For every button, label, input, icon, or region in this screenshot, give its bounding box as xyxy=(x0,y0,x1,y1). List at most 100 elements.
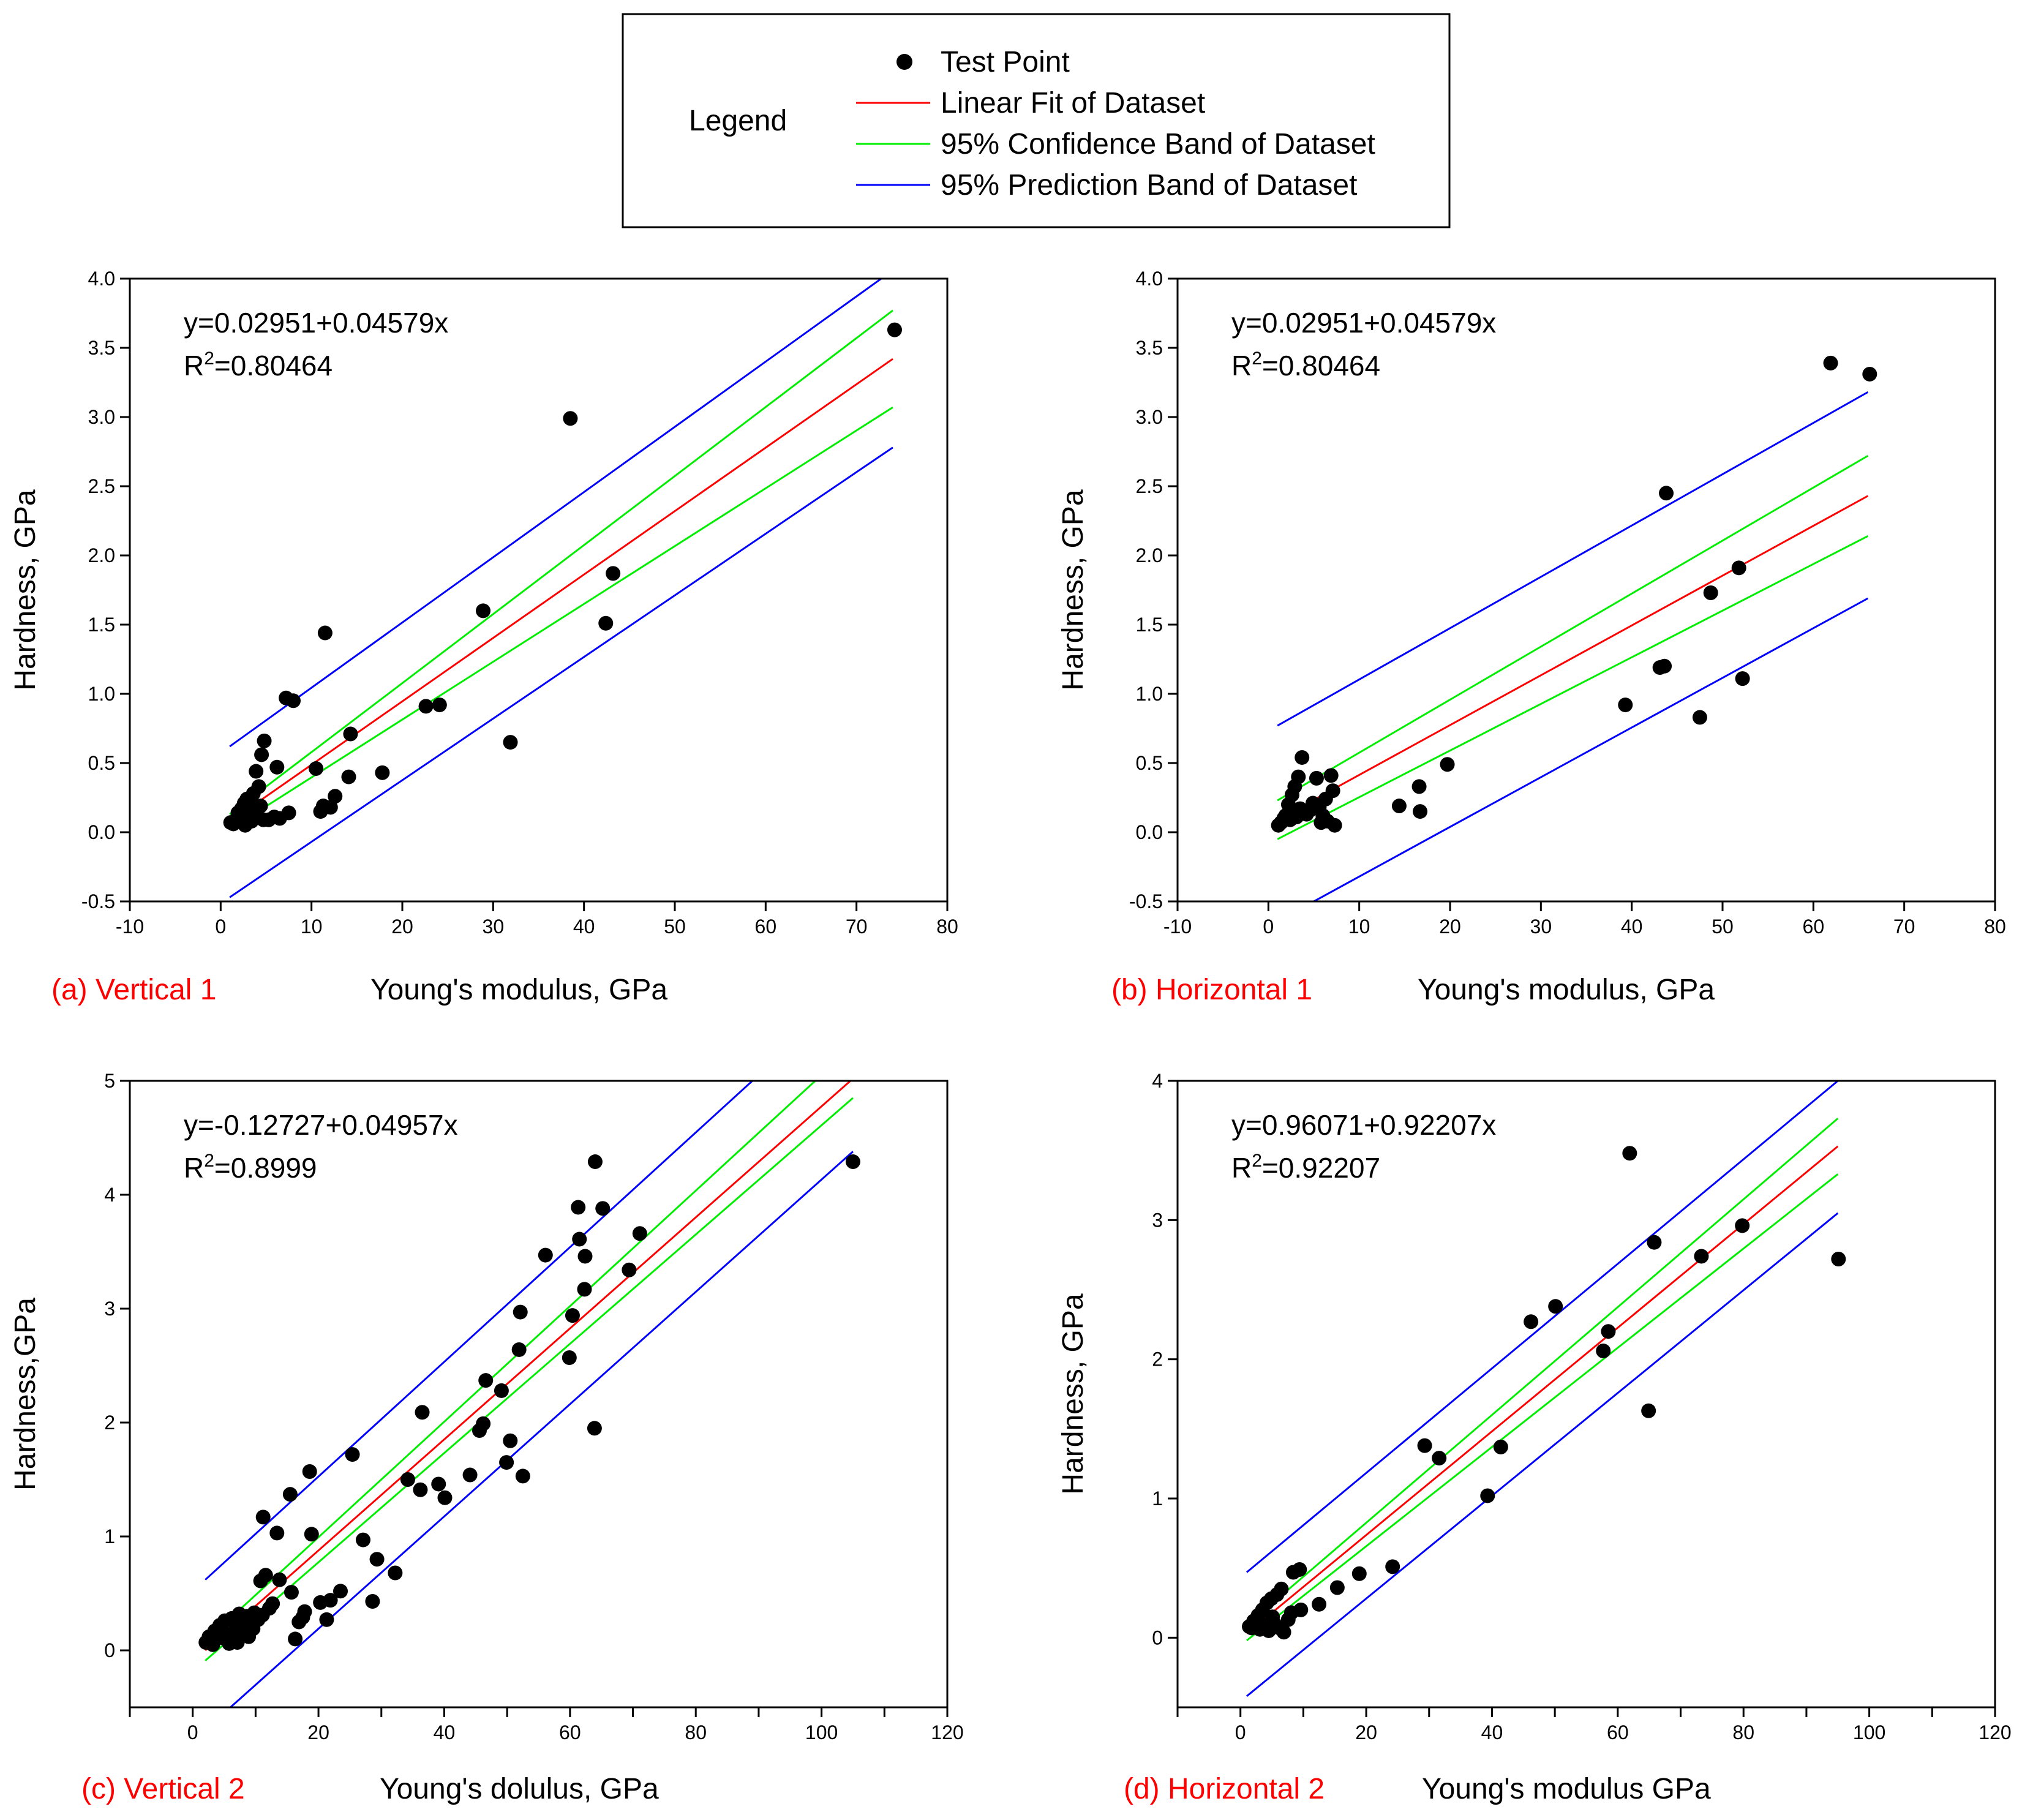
test-point xyxy=(1276,811,1291,826)
test-point xyxy=(511,1342,527,1357)
x-tick-label: 50 xyxy=(1712,916,1734,938)
y-tick-label: -0.5 xyxy=(81,890,115,912)
fit-equation: y=0.96071+0.92207x xyxy=(1231,1109,1496,1141)
test-point xyxy=(1692,710,1707,725)
prediction-band-lower xyxy=(1246,1212,1839,1697)
prediction-band-lower xyxy=(1313,597,1869,901)
test-point xyxy=(632,1226,647,1241)
x-tick-label: 70 xyxy=(846,916,868,938)
test-point xyxy=(255,1608,270,1623)
confidence-band-upper xyxy=(1246,1118,1839,1626)
y-tick-label: 2.5 xyxy=(88,475,115,497)
x-tick-label: 60 xyxy=(1607,1721,1629,1743)
test-point xyxy=(577,1282,592,1297)
test-point xyxy=(587,1154,603,1170)
y-tick-label: 4.0 xyxy=(88,268,115,290)
x-tick-label: 10 xyxy=(1348,916,1370,938)
y-tick-label: 3.0 xyxy=(88,406,115,428)
y-tick-label: 1.5 xyxy=(88,614,115,636)
prediction-band-upper xyxy=(1277,391,1869,727)
y-tick-label: 4.0 xyxy=(1136,268,1163,290)
y-tick-label: 0.5 xyxy=(88,752,115,774)
test-point xyxy=(295,1610,310,1625)
test-point xyxy=(499,1455,514,1470)
test-point xyxy=(284,1585,299,1600)
x-tick-label: 0 xyxy=(187,1721,198,1743)
prediction-band-upper xyxy=(229,279,883,748)
test-point xyxy=(269,759,285,775)
test-point xyxy=(494,1383,509,1398)
y-axis-title: Hardness,GPa xyxy=(9,1298,42,1491)
x-tick-label: 0 xyxy=(215,916,226,938)
test-point xyxy=(1694,1249,1709,1264)
x-tick-label: 60 xyxy=(755,916,777,938)
test-point xyxy=(319,1612,334,1627)
test-point xyxy=(313,804,328,819)
legend-title: Legend xyxy=(689,105,787,137)
y-axis-title: Hardness, GPa xyxy=(9,489,42,690)
test-point xyxy=(304,1527,319,1542)
linear-fit-line xyxy=(1246,1145,1839,1634)
test-point xyxy=(343,726,358,742)
y-tick-label: 3.0 xyxy=(1136,406,1163,428)
test-point xyxy=(328,789,343,804)
test-point xyxy=(255,1510,271,1525)
test-point xyxy=(1432,1451,1447,1466)
x-tick-label: 120 xyxy=(931,1721,963,1743)
test-point xyxy=(1596,1344,1611,1359)
confidence-band-lower xyxy=(1277,535,1869,840)
x-tick-label: 20 xyxy=(307,1721,329,1743)
test-point xyxy=(572,1232,587,1247)
x-tick-label: 20 xyxy=(1439,916,1461,938)
y-tick-label: 0.5 xyxy=(1136,752,1163,774)
test-point xyxy=(302,1464,317,1479)
prediction-band-lower xyxy=(229,446,893,898)
x-tick-label: 0 xyxy=(1235,1721,1246,1743)
test-point xyxy=(562,1350,577,1365)
plot-frame xyxy=(129,1080,949,1709)
test-point xyxy=(1413,804,1428,819)
legend-marker-test-point xyxy=(896,54,912,70)
x-tick-label: 80 xyxy=(936,916,958,938)
test-point xyxy=(476,603,491,619)
test-point xyxy=(1524,1314,1539,1329)
linear-fit-line xyxy=(229,358,893,823)
test-point xyxy=(1411,779,1427,794)
test-point xyxy=(365,1594,380,1609)
y-tick-label: 2.0 xyxy=(1136,544,1163,566)
test-point xyxy=(236,807,251,822)
y-axis-title: Hardness, GPa xyxy=(1057,489,1089,690)
test-point xyxy=(269,1525,285,1541)
test-point xyxy=(288,1631,303,1647)
confidence-band-upper xyxy=(1277,454,1869,802)
test-point xyxy=(341,769,356,784)
test-point xyxy=(1657,658,1672,674)
x-axis-title: Young's dolulus, GPa xyxy=(380,1773,659,1805)
x-tick-label: 40 xyxy=(1481,1721,1503,1743)
test-point xyxy=(598,615,614,631)
test-point xyxy=(431,1476,446,1492)
test-point xyxy=(323,1593,338,1608)
test-point xyxy=(1391,799,1407,814)
test-point xyxy=(1293,801,1308,816)
test-point xyxy=(515,1468,530,1484)
test-point xyxy=(1295,750,1310,765)
test-points xyxy=(223,322,902,833)
test-point xyxy=(418,699,434,714)
panel-label: (c) Vertical 2 xyxy=(81,1773,245,1805)
test-points xyxy=(198,1154,860,1652)
test-point xyxy=(1735,671,1750,686)
test-point xyxy=(413,1482,428,1497)
y-tick-label: 3.5 xyxy=(1136,337,1163,359)
test-point xyxy=(241,1629,257,1644)
linear-fit-line xyxy=(205,1081,852,1652)
test-point xyxy=(1823,355,1838,370)
test-point xyxy=(1283,1605,1299,1620)
y-tick-label: 2 xyxy=(104,1412,115,1434)
test-point xyxy=(1265,1609,1280,1625)
x-tick-label: 20 xyxy=(391,916,413,938)
r-squared: R2=0.80464 xyxy=(1231,348,1380,382)
x-tick-label: 60 xyxy=(559,1721,581,1743)
panel-2: -10 0 10 20 30 40 50 60 70 80 -0.5 0.0 0.5 1.0 1.5 2.0 2… xyxy=(1057,268,2006,1006)
y-tick-label: 5 xyxy=(104,1070,115,1092)
